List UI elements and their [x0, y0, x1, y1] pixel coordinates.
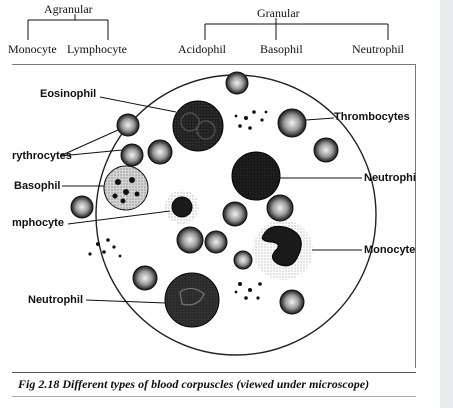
label-lymphocyte: mphocyte	[12, 217, 64, 229]
neutrophil-cell-left	[164, 272, 220, 328]
label-thrombocytes: Thrombocytes	[334, 111, 410, 123]
header-acidophil: Acidophil	[178, 42, 226, 56]
label-neutrophil-right: Neutrophi	[364, 172, 416, 184]
header-granular: Granular	[257, 6, 300, 20]
red-cell	[120, 143, 144, 167]
leader-lines	[59, 96, 362, 304]
red-cell	[70, 195, 94, 219]
header-agranular: Agranular	[44, 2, 93, 16]
thrombocytes-cluster	[234, 110, 268, 130]
red-cell	[132, 265, 158, 291]
header-monocyte: Monocyte	[8, 42, 57, 56]
platelet-cluster-left	[88, 238, 122, 258]
header-neutrophil: Neutrophil	[352, 42, 404, 56]
red-cell	[279, 289, 305, 315]
red-cell	[233, 250, 253, 270]
diagram-frame	[12, 64, 416, 368]
platelet-cluster-bottom	[234, 282, 262, 300]
erythrocytes-group	[70, 71, 339, 315]
label-monocyte: Monocyte	[364, 244, 416, 256]
label-basophil: Basophil	[14, 180, 61, 192]
basophil-cell	[103, 165, 149, 211]
red-cell	[116, 113, 140, 137]
monocyte-cell	[253, 220, 313, 280]
red-cell	[147, 139, 173, 165]
red-cell	[204, 230, 228, 254]
red-cell	[222, 201, 248, 227]
eosinophil-cell	[172, 100, 224, 152]
label-erythrocytes: rythrocytes	[12, 150, 72, 162]
neutrophil-cell-right	[231, 151, 281, 201]
label-eosinophil: Eosinophil	[40, 88, 97, 100]
red-cell	[266, 194, 294, 222]
red-cell	[277, 108, 307, 138]
figure-caption: Fig 2.18 Different types of blood corpus…	[18, 377, 370, 391]
label-neutrophil-left: Neutrophil	[28, 294, 83, 306]
right-scroll-strip	[440, 0, 453, 408]
red-cell	[313, 137, 339, 163]
header-lymphocyte: Lymphocyte	[67, 42, 127, 56]
lymphocyte-cell	[165, 190, 199, 224]
caption-bottom-rule	[12, 396, 416, 397]
granular-bracket	[204, 18, 389, 40]
agranular-bracket	[27, 14, 109, 40]
header-basophil: Basophil	[260, 42, 303, 56]
red-cell	[176, 226, 204, 254]
red-cell	[225, 71, 249, 95]
caption-top-rule	[12, 372, 416, 373]
